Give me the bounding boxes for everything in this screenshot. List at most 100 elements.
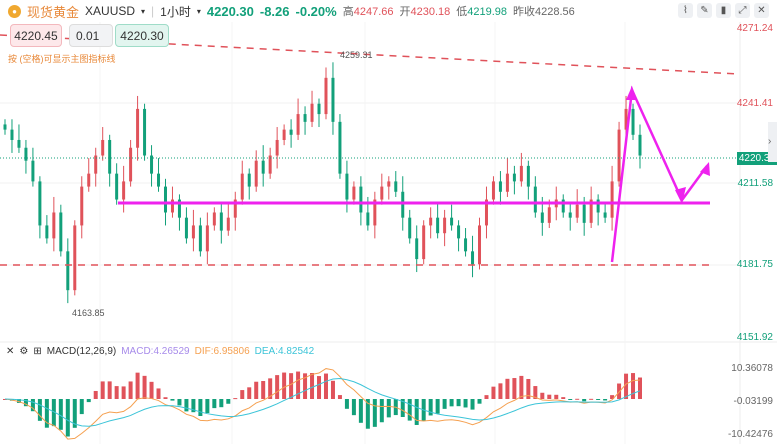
candle bbox=[331, 77, 335, 122]
macd-bar bbox=[303, 373, 308, 399]
macd-bar bbox=[100, 381, 105, 399]
dif-line bbox=[4, 368, 641, 440]
candle bbox=[408, 217, 412, 239]
macd-bar bbox=[51, 399, 56, 427]
candle bbox=[575, 204, 579, 218]
candle-type-icon[interactable]: ▮ bbox=[716, 3, 731, 18]
candle bbox=[115, 173, 119, 200]
macd-bar bbox=[344, 399, 349, 409]
candle bbox=[373, 199, 377, 226]
macd-bar bbox=[233, 398, 238, 400]
macd-bar bbox=[470, 399, 475, 410]
symbol-select[interactable]: XAUUSD bbox=[85, 4, 136, 18]
candle bbox=[122, 181, 126, 200]
candle bbox=[394, 181, 398, 192]
candle bbox=[352, 186, 356, 200]
candle bbox=[324, 77, 328, 115]
buy-price-button[interactable]: 4220.30 bbox=[115, 24, 169, 47]
candle bbox=[547, 207, 551, 223]
draw-icon[interactable]: ✎ bbox=[697, 3, 712, 18]
macd-bar bbox=[358, 399, 363, 423]
macd-bar bbox=[191, 399, 196, 413]
candle bbox=[464, 238, 468, 252]
macd-bar bbox=[547, 394, 552, 399]
candle bbox=[498, 181, 502, 192]
candle bbox=[443, 217, 447, 234]
macd-bar bbox=[533, 386, 538, 399]
macd-bar bbox=[212, 399, 217, 409]
macd-bar bbox=[128, 381, 133, 399]
candle bbox=[526, 165, 530, 187]
expand-panel-icon[interactable]: › bbox=[768, 122, 777, 162]
candle bbox=[366, 212, 370, 226]
candle bbox=[380, 186, 384, 200]
macd-bar bbox=[638, 377, 642, 399]
macd-bar bbox=[330, 380, 335, 399]
macd-bar bbox=[554, 394, 559, 399]
macd-bar bbox=[575, 398, 580, 400]
close-indicator-icon[interactable]: ✕ bbox=[6, 346, 15, 357]
macd-bar bbox=[407, 399, 412, 421]
candle bbox=[519, 165, 523, 182]
macd-bar bbox=[317, 376, 322, 399]
open-value: 4230.18 bbox=[410, 6, 451, 18]
add-icon[interactable]: ⊞ bbox=[33, 346, 42, 357]
macd-axis-label: -10.42476 bbox=[727, 429, 773, 440]
macd-axis-label: 10.36078 bbox=[731, 363, 773, 374]
macd-bar bbox=[310, 373, 315, 399]
gold-logo-icon: ● bbox=[8, 4, 21, 18]
candle bbox=[561, 199, 565, 213]
macd-bar bbox=[526, 378, 531, 399]
low-value: 4219.98 bbox=[467, 6, 508, 18]
dif-value: DIF:6.95806 bbox=[194, 346, 250, 357]
candle bbox=[359, 186, 363, 213]
candle bbox=[603, 212, 607, 218]
macd-bar bbox=[142, 375, 147, 399]
candle bbox=[345, 173, 349, 200]
price-change-pct: -0.20% bbox=[295, 3, 337, 19]
macd-bar bbox=[205, 399, 210, 414]
candle bbox=[310, 103, 314, 122]
last-price: 4220.30 bbox=[206, 3, 254, 19]
candle bbox=[3, 124, 7, 130]
candle bbox=[415, 238, 419, 260]
candle bbox=[275, 139, 279, 156]
macd-bar bbox=[540, 392, 545, 399]
instrument-name[interactable]: 现货黄金 bbox=[27, 4, 80, 20]
axis-label: 4241.41 bbox=[736, 98, 773, 109]
high-annotation: 4259.31 bbox=[340, 50, 373, 60]
candle bbox=[282, 129, 286, 140]
macd-bar bbox=[170, 399, 175, 401]
close-icon[interactable]: ✕ bbox=[754, 3, 769, 18]
macd-bar bbox=[400, 399, 405, 417]
candle bbox=[150, 155, 154, 174]
sell-price-button[interactable]: 4220.45 bbox=[10, 24, 62, 47]
candle bbox=[505, 173, 509, 192]
fullscreen-icon[interactable]: ⤢ bbox=[735, 3, 750, 18]
macd-bar bbox=[65, 399, 70, 437]
candle bbox=[101, 139, 105, 156]
macd-bar bbox=[365, 399, 370, 429]
candle bbox=[73, 225, 77, 291]
header: ● 现货黄金 XAUUSD ▾ | 1小时 ▾ 4220.30 -8.26 -0.2… bbox=[0, 0, 777, 22]
macd-bar bbox=[86, 399, 91, 403]
macd-bar bbox=[624, 373, 629, 399]
quantity-stepper[interactable]: 0.01 bbox=[69, 24, 113, 47]
settings-icon[interactable]: ⚙ bbox=[19, 346, 29, 357]
macd-bar bbox=[477, 399, 482, 404]
indicator-icon[interactable]: ⌇ bbox=[678, 3, 693, 18]
macd-bar bbox=[254, 381, 259, 399]
macd-value: MACD:4.26529 bbox=[121, 346, 190, 357]
timeframe-select[interactable]: 1小时 bbox=[160, 4, 191, 19]
macd-bar bbox=[603, 399, 608, 401]
macd-bar bbox=[456, 399, 461, 407]
macd-bar bbox=[589, 398, 594, 400]
macd-bar bbox=[414, 399, 419, 425]
candle bbox=[143, 108, 147, 156]
axis-label: 4181.75 bbox=[736, 259, 773, 270]
macd-bar bbox=[121, 386, 126, 399]
macd-bar bbox=[484, 395, 489, 399]
macd-bar bbox=[156, 388, 161, 399]
low-annotation: 4163.85 bbox=[72, 308, 105, 318]
